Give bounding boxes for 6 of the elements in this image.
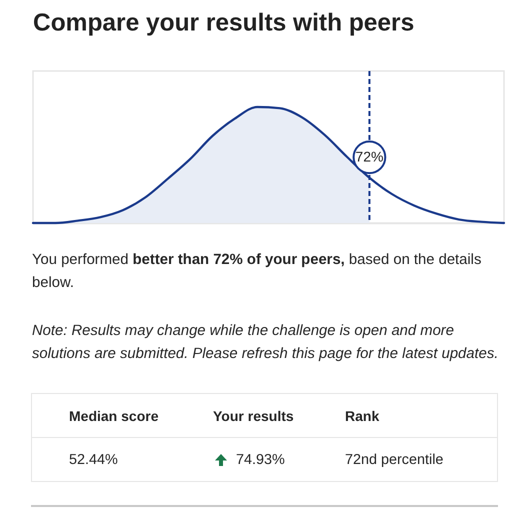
annotation: 72% — [355, 148, 384, 164]
text: Note: Results may change while the challenge is open and more solutions are submitted. Please refresh this page for the latest updates. — [32, 322, 500, 364]
chart-title: Compare your results with peers — [33, 10, 414, 36]
text: better than 72% of your peers, — [132, 252, 345, 268]
results-table: Median score Your results Rank 52.44% 74.93% 72nd percentile — [31, 393, 498, 482]
text: You performed — [32, 252, 129, 268]
